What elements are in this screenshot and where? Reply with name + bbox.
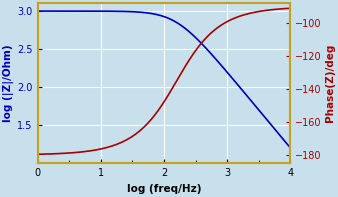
Y-axis label: log (|Z|/Ohm): log (|Z|/Ohm) [3,45,15,122]
X-axis label: log (freq/Hz): log (freq/Hz) [127,184,201,193]
Y-axis label: Phase(Z)/deg: Phase(Z)/deg [324,44,335,123]
